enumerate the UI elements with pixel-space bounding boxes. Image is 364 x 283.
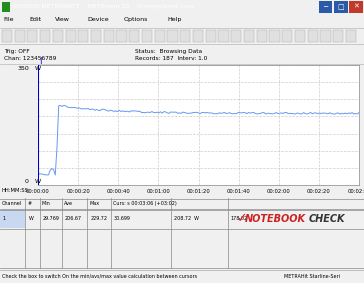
Text: 00:02:00: 00:02:00: [267, 189, 290, 194]
Text: |: |: [39, 57, 41, 65]
Text: W: W: [28, 216, 33, 221]
Bar: [257, 30, 267, 42]
Text: ─: ─: [323, 4, 328, 10]
Text: Chan: 123456789: Chan: 123456789: [4, 56, 56, 61]
Text: W: W: [34, 67, 40, 71]
Text: 178.02: 178.02: [230, 216, 248, 221]
Bar: [66, 30, 76, 42]
Bar: [27, 30, 37, 42]
Text: 350: 350: [17, 67, 29, 71]
Text: 30.699: 30.699: [114, 216, 131, 221]
Bar: [193, 30, 203, 42]
Text: GOSSEN METRAWATT    METRAwin 10    Unregistered copy: GOSSEN METRAWATT METRAwin 10 Unregistere…: [13, 4, 195, 9]
Text: NOTEBOOK: NOTEBOOK: [245, 214, 306, 224]
Text: Trig: OFF: Trig: OFF: [4, 50, 29, 54]
Text: Records: 187  Interv: 1.0: Records: 187 Interv: 1.0: [135, 56, 207, 61]
Bar: [349, 1, 363, 13]
Text: File: File: [4, 17, 14, 22]
Text: METRAHit Starline-Seri: METRAHit Starline-Seri: [284, 273, 340, 278]
Bar: [129, 30, 139, 42]
Text: Options: Options: [124, 17, 148, 22]
Text: 206.67: 206.67: [65, 216, 82, 221]
Text: Help: Help: [167, 17, 182, 22]
Text: #: #: [27, 201, 31, 206]
Text: Min: Min: [42, 201, 51, 206]
Text: 29.769: 29.769: [43, 216, 60, 221]
Bar: [116, 30, 127, 42]
Text: Status:  Browsing Data: Status: Browsing Data: [135, 50, 202, 54]
Bar: [40, 30, 50, 42]
Bar: [91, 30, 101, 42]
Bar: [155, 30, 165, 42]
Text: 00:00:20: 00:00:20: [66, 189, 90, 194]
Bar: [295, 30, 305, 42]
Text: Check the box to switch On the min/avs/max value calculation between cursors: Check the box to switch On the min/avs/m…: [2, 273, 197, 278]
Bar: [346, 30, 356, 42]
Bar: [180, 30, 190, 42]
Text: W: W: [34, 179, 40, 184]
Text: 0: 0: [25, 179, 29, 184]
Text: Ave: Ave: [64, 201, 73, 206]
Text: 229.72: 229.72: [90, 216, 107, 221]
Text: Channel: Channel: [2, 201, 22, 206]
Text: 00:01:00: 00:01:00: [146, 189, 170, 194]
Bar: [318, 1, 332, 13]
Text: Edit: Edit: [29, 17, 41, 22]
Text: □: □: [337, 4, 344, 10]
Bar: [308, 30, 318, 42]
Text: Curs: s 00:03:06 (+03:02): Curs: s 00:03:06 (+03:02): [113, 201, 177, 206]
Bar: [282, 30, 292, 42]
Bar: [104, 30, 114, 42]
Bar: [142, 30, 152, 42]
Text: 00:01:20: 00:01:20: [187, 189, 210, 194]
Text: Device: Device: [87, 17, 109, 22]
Text: ✓: ✓: [237, 213, 247, 226]
Bar: [167, 30, 178, 42]
Bar: [15, 30, 25, 42]
Text: 00:02:20: 00:02:20: [307, 189, 331, 194]
Bar: [333, 30, 343, 42]
Text: 00:01:40: 00:01:40: [227, 189, 250, 194]
Text: 208.72  W: 208.72 W: [174, 216, 199, 221]
Bar: [334, 1, 348, 13]
Bar: [218, 30, 229, 42]
Text: 00:02:40: 00:02:40: [347, 189, 364, 194]
Bar: [320, 30, 331, 42]
Bar: [78, 30, 88, 42]
Bar: [2, 30, 12, 42]
Text: CHECK: CHECK: [309, 214, 345, 224]
Text: ✕: ✕: [353, 4, 359, 10]
Bar: [206, 30, 216, 42]
Bar: [231, 30, 241, 42]
Text: HH:MM:SS: HH:MM:SS: [2, 188, 29, 193]
Bar: [2, 2, 10, 12]
Text: 1: 1: [3, 216, 6, 221]
Text: 00:00:00: 00:00:00: [26, 189, 50, 194]
Bar: [244, 30, 254, 42]
Bar: [0, 210, 25, 228]
Bar: [269, 30, 280, 42]
Bar: [53, 30, 63, 42]
Text: Max: Max: [89, 201, 99, 206]
Text: 00:00:40: 00:00:40: [106, 189, 130, 194]
Text: View: View: [55, 17, 70, 22]
